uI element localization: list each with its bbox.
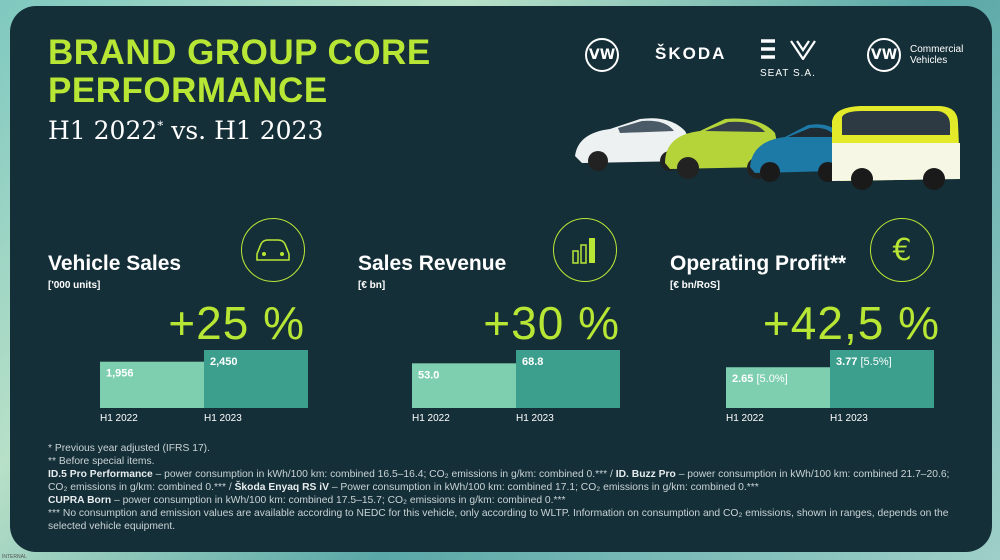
bar-h1-2022 — [412, 363, 516, 408]
bar-h1-2023 — [830, 350, 934, 408]
vehicle-sales-unit: ['000 units] — [48, 280, 101, 291]
bar-value-label: 53.0 — [418, 369, 439, 381]
title-line-2: PERFORMANCE — [48, 71, 328, 110]
title-line-1: BRAND GROUP CORE — [48, 33, 431, 72]
footnotes: * Previous year adjusted (IFRS 17). ** B… — [48, 442, 968, 533]
bar-h1-2022 — [100, 361, 204, 408]
operating-profit-chart: 2.65 [5.0%] H1 2022 3.77 [5.5%] H1 2023 — [726, 350, 934, 424]
footnote-5: *** No consumption and emission values a… — [48, 508, 949, 532]
page-title: BRAND GROUP CORE PERFORMANCE — [48, 34, 431, 110]
subtitle-footnote-mark: * — [157, 118, 164, 133]
sales-revenue-unit: [€ bn] — [358, 280, 386, 291]
category-label: H1 2022 — [726, 413, 764, 424]
vw-commercial-logo-icon: VW — [867, 38, 901, 72]
footnote-3: ID.5 Pro Performance – power consumption… — [48, 468, 968, 494]
car-yellow-van-icon — [832, 106, 960, 190]
bar-h1-2022 — [726, 367, 830, 408]
bar-value-label: 2,450 — [210, 356, 238, 368]
category-label: H1 2023 — [204, 413, 242, 424]
car-front-icon — [241, 218, 305, 282]
brand-logos: VW ŠKODA SEAT S.A. VW Commercial Vehicle… — [585, 34, 985, 88]
category-label: H1 2022 — [412, 413, 450, 424]
bar-ros-label: [5.0%] — [753, 373, 787, 385]
cv-line-1: Commercial — [910, 44, 964, 55]
bar-h1-2023 — [516, 350, 620, 408]
category-label: H1 2023 — [516, 413, 554, 424]
category-label: H1 2023 — [830, 413, 868, 424]
cars-image — [575, 106, 960, 190]
bar-chart-icon — [553, 218, 617, 282]
bar-value-label: 3.77 [5.5%] — [836, 356, 892, 368]
operating-profit-change: +42,5 % — [762, 297, 940, 349]
commercial-vehicles-label: Commercial Vehicles — [910, 44, 963, 66]
vehicle-sales-change: +25 % — [168, 297, 305, 349]
bar-h1-2023 — [204, 350, 308, 408]
vw-logo-icon: VW — [585, 38, 619, 72]
footnote-3-text-2: – power consumption in kWh/100 km: combi… — [48, 469, 950, 493]
footnote-4-model-1: CUPRA Born — [48, 495, 112, 506]
seat-logo-icon — [760, 38, 775, 60]
footnote-3-model-1: ID.5 Pro Performance — [48, 469, 153, 480]
operating-profit-title: Operating Profit** — [670, 252, 847, 275]
seat-sa-label: SEAT S.A. — [760, 68, 816, 79]
cupra-logo-icon — [790, 40, 816, 60]
cv-line-2: Vehicles — [910, 55, 948, 66]
page-subtitle: H1 2022* vs. H1 2023 — [48, 116, 323, 145]
seat-sa-logo: SEAT S.A. — [760, 34, 830, 88]
footnote-4: CUPRA Born – power consumption in kWh/10… — [48, 494, 968, 507]
subtitle-main: H1 2022 — [48, 116, 158, 145]
footnote-2: ** Before special items. — [48, 456, 155, 467]
footnote-3-text-3: – Power consumption in kWh/100 km: combi… — [328, 482, 759, 493]
footnote-1: * Previous year adjusted (IFRS 17). — [48, 443, 210, 454]
subtitle-rest: vs. H1 2023 — [163, 116, 324, 145]
euro-icon: € — [870, 218, 934, 282]
vehicle-sales-chart: 1,956 H1 2022 2,450 H1 2023 — [100, 350, 308, 424]
bar-value-label: 1,956 — [106, 368, 134, 380]
vehicle-sales-title: Vehicle Sales — [48, 252, 182, 275]
slide-panel: BRAND GROUP CORE PERFORMANCE H1 2022* vs… — [10, 6, 992, 552]
internal-label: INTERNAL — [2, 554, 27, 560]
sales-revenue-chart: 53.0 H1 2022 68.8 H1 2023 — [412, 350, 620, 424]
sales-revenue-change: +30 % — [483, 297, 620, 349]
bar-ros-label: [5.5%] — [857, 356, 891, 368]
skoda-logo: ŠKODA — [655, 44, 727, 63]
footnote-3-model-2: ID. Buzz Pro — [615, 469, 676, 480]
category-label: H1 2022 — [100, 413, 138, 424]
footnote-3-model-3: Škoda Enyaq RS iV — [234, 482, 329, 493]
bar-value-label: 68.8 — [522, 356, 543, 368]
operating-profit-unit: [€ bn/RoS] — [670, 280, 720, 291]
bar-value-label: 2.65 [5.0%] — [732, 373, 788, 385]
footnote-3-text-1: – power consumption in kWh/100 km: combi… — [152, 469, 616, 480]
footnote-4-text-1: – power consumption in kWh/100 km: combi… — [111, 495, 566, 506]
sales-revenue-title: Sales Revenue — [358, 252, 507, 275]
